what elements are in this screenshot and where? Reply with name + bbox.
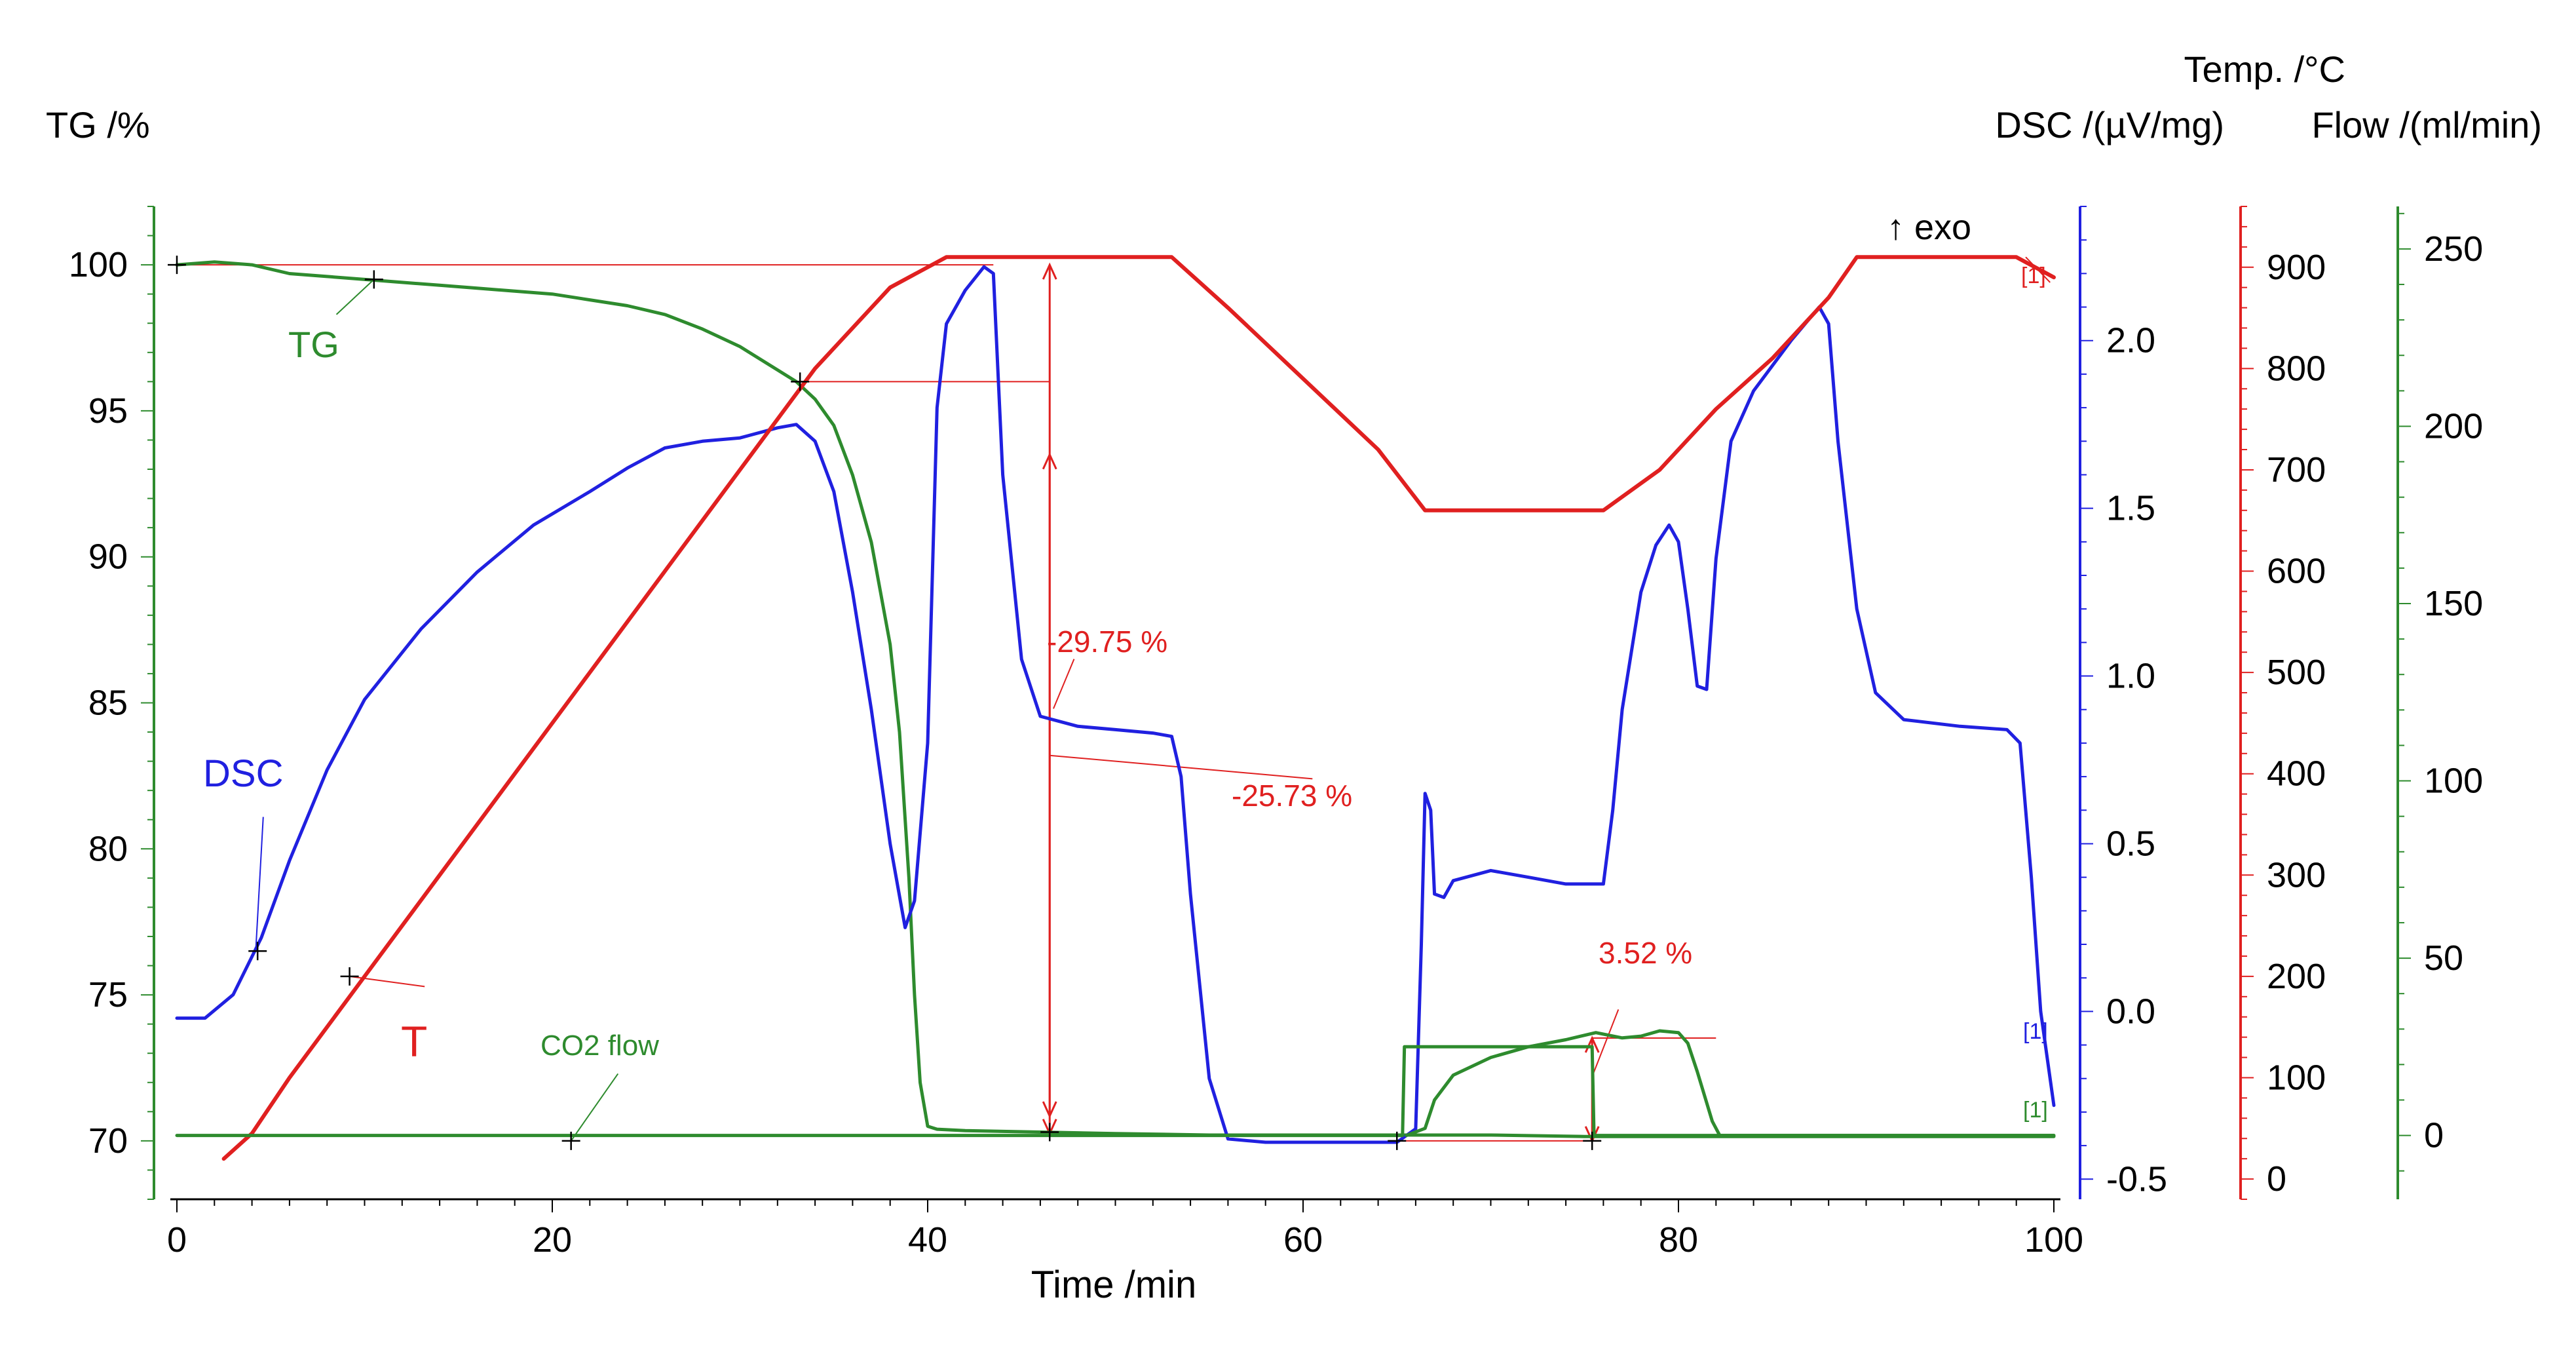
tg-evaluation-marker [1583, 1131, 1602, 1150]
tg-tick-label: 90 [88, 537, 128, 577]
dsc-tick-label: 1.5 [2106, 489, 2155, 528]
flow-tick-label: 100 [2424, 762, 2483, 801]
temp-tick-label: 600 [2267, 552, 2326, 591]
dsc-end-marker: [1] [2023, 1019, 2048, 1044]
temp-tick-label: 0 [2267, 1159, 2286, 1199]
temp-tick-label: 200 [2267, 957, 2326, 996]
tg-evaluation-marker [1388, 1131, 1407, 1150]
series-tg [175, 260, 2056, 1138]
temp-end-marker: [1] [2021, 263, 2046, 288]
step-loss-leader [1050, 754, 1313, 780]
flow-end-marker: [1] [2023, 1098, 2048, 1123]
x-tick-label: 0 [167, 1220, 187, 1260]
tg-evaluation-marker [1040, 1123, 1059, 1142]
dsc-curve-label: DSC [203, 752, 283, 795]
flow-tick-label: 200 [2424, 406, 2483, 446]
x-axis-title: Time /min [1031, 1263, 1196, 1306]
temp-axis-title: Temp. /°C [2184, 48, 2345, 90]
step-mass-loss-label: -25.73 % [1232, 779, 1352, 813]
dsc-tick-label: 0.5 [2106, 824, 2155, 863]
temp-tick-label: 300 [2267, 855, 2326, 895]
x-tick-label: 20 [533, 1220, 572, 1260]
dsc-tick-label: 0.0 [2106, 992, 2155, 1031]
flow-tick-label: 150 [2424, 584, 2483, 623]
dsc-label-leader [255, 817, 264, 952]
total-mass-loss-label: -29.75 % [1047, 625, 1167, 659]
tg-curve-label: TG [288, 324, 339, 365]
temp-evaluation-marker [340, 967, 359, 986]
dsc-tick-label: -0.5 [2106, 1159, 2167, 1199]
series-t [221, 255, 2056, 1161]
tg-tick-label: 100 [69, 245, 128, 284]
step-loss-arrow-head-end [1042, 1101, 1057, 1119]
axes-layer: 0 20 40 60 80 100 70 75 80 85 90 95 100 -0.5 0.0 0.5 1.0… [69, 206, 2483, 1260]
x-tick-label: 40 [908, 1220, 947, 1260]
gain-leader [1591, 1009, 1619, 1077]
tg-tick-label: 85 [88, 684, 128, 723]
tg-tick-label: 75 [88, 975, 128, 1014]
total-loss-leader [1053, 659, 1075, 709]
dsc-axis-title: DSC /(µV/mg) [1995, 104, 2224, 145]
tg-evaluation-marker [364, 270, 383, 289]
total-loss-arrow-head-start [1042, 262, 1057, 280]
flow-tick-label: 0 [2424, 1116, 2444, 1155]
step-loss-arrow-head-start [1042, 452, 1057, 470]
exo-indicator: ↑ exo [1887, 208, 1971, 247]
x-tick-label: 80 [1659, 1220, 1698, 1260]
series-co2-flow [175, 1045, 2056, 1138]
markers-layer [168, 256, 1602, 1150]
tg-label-leader [335, 279, 375, 315]
co2-flow-curve-label: CO2 flow [540, 1030, 659, 1062]
tg-tick-label: 95 [88, 391, 128, 431]
series-co2-flow-measured- [1405, 1029, 2056, 1138]
guides-layer [177, 256, 2051, 1144]
tg-tick-label: 80 [88, 829, 128, 868]
mass-gain-label: 3.52 % [1599, 936, 1692, 970]
co2-evaluation-marker [561, 1131, 580, 1150]
x-tick-label: 100 [2024, 1220, 2083, 1260]
temp-tick-label: 400 [2267, 754, 2326, 794]
tg-evaluation-marker [168, 256, 186, 275]
temp-tick-label: 800 [2267, 349, 2326, 388]
temp-tick-label: 700 [2267, 450, 2326, 490]
series-layer [175, 255, 2056, 1161]
tg-evaluation-marker [791, 372, 810, 391]
x-tick-label: 60 [1283, 1220, 1323, 1260]
co2-label-leader [570, 1073, 619, 1142]
flow-tick-label: 250 [2424, 229, 2483, 269]
temp-tick-label: 500 [2267, 653, 2326, 692]
dsc-tick-label: 2.0 [2106, 321, 2155, 360]
dsc-evaluation-marker [248, 942, 267, 961]
temp-curve-label: T [401, 1017, 427, 1066]
series-dsc [175, 265, 2056, 1144]
dsc-tick-label: 1.0 [2106, 657, 2155, 696]
step-loss-arrow [1042, 452, 1057, 1119]
temp-tick-label: 100 [2267, 1058, 2326, 1097]
tg-tick-label: 70 [88, 1121, 128, 1161]
flow-tick-label: 50 [2424, 938, 2463, 978]
temp-tick-label: 900 [2267, 248, 2326, 287]
flow-axis-title: Flow /(ml/min) [2311, 104, 2542, 145]
tg-axis-title: TG /% [46, 104, 150, 145]
